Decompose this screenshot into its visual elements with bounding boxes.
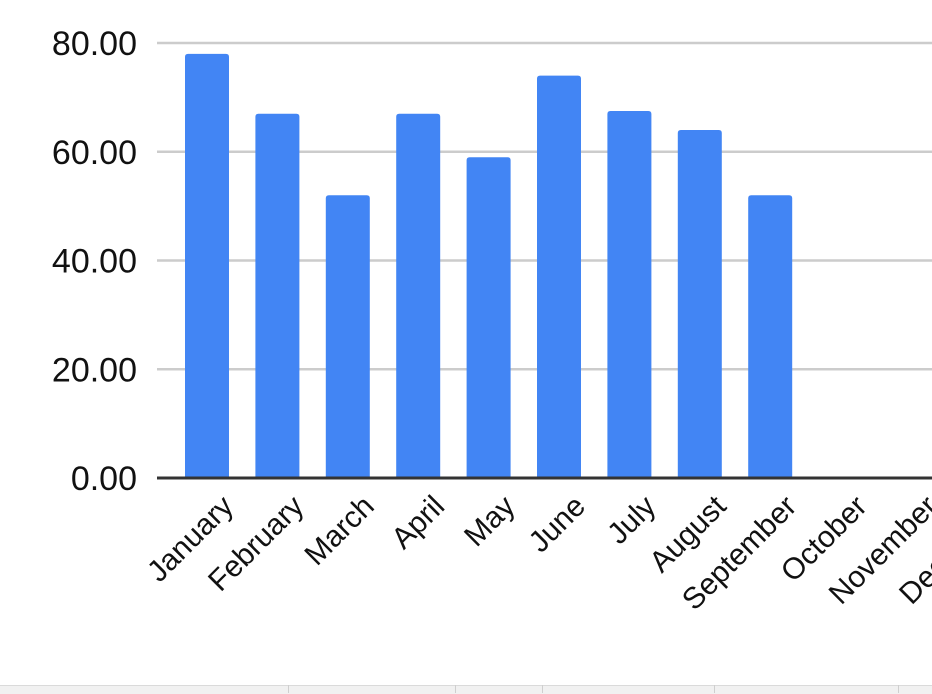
- bar-january: [185, 53, 229, 478]
- y-tick-label: 20.00: [52, 351, 137, 389]
- y-tick-labels: 0.00 20.00 40.00 60.00 80.00: [52, 25, 137, 498]
- bottom-panel-edge: [0, 685, 932, 694]
- panel-divider: [288, 685, 289, 693]
- bar-july: [607, 110, 652, 478]
- y-tick-label: 60.00: [52, 134, 137, 172]
- bar-june: [537, 75, 581, 478]
- y-tick-label: 0.00: [71, 460, 137, 498]
- y-tick-label: 80.00: [52, 25, 137, 63]
- panel-divider: [714, 685, 715, 693]
- bar-february: [255, 113, 300, 478]
- y-tick-label: 40.00: [52, 243, 137, 281]
- x-tick-label: July: [601, 490, 662, 551]
- bars: [185, 53, 793, 478]
- bar-september: [748, 195, 793, 478]
- bar-august: [677, 130, 722, 478]
- x-tick-label: May: [458, 490, 521, 553]
- x-tick-label: April: [385, 490, 451, 556]
- panel-divider: [455, 685, 456, 693]
- bar-march: [325, 195, 370, 478]
- panel-divider: [542, 685, 543, 693]
- x-tick-label: March: [298, 490, 380, 572]
- bar-april: [396, 113, 441, 478]
- bar-may: [466, 157, 511, 478]
- x-tick-label: June: [523, 490, 592, 559]
- panel-divider: [898, 685, 899, 693]
